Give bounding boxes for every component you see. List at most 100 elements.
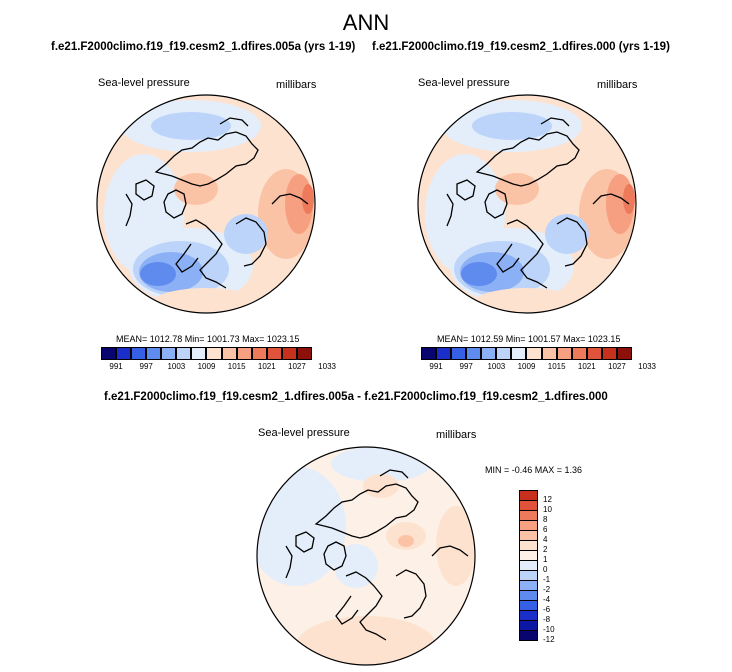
panel1-colorbar: 991 997 1003 1009 1015 1021 1027 1033: [101, 347, 336, 372]
panel3-polar-map: [256, 446, 476, 666]
panel2-colorbar-swatches: [421, 347, 632, 360]
colorbar-tick-label: 1: [543, 555, 548, 564]
panel1-coastlines: [125, 117, 309, 289]
colorbar-swatch: [601, 347, 617, 360]
colorbar-swatch: [496, 347, 512, 360]
panel3-variable-label: Sea-level pressure: [258, 427, 350, 439]
colorbar-tick-label: 997: [139, 362, 153, 371]
panel1-case-name: f.e21.F2000climo.f19_f19.cesm2_1.dfires.…: [51, 41, 356, 53]
colorbar-tick-label: 10: [543, 505, 552, 514]
panel2-colorbar-ticks: 991 997 1003 1009 1015 1021 1027 1033: [421, 360, 656, 372]
panel2-polar-map: [417, 94, 637, 314]
colorbar-tick-label: 1033: [318, 362, 336, 371]
panel2-colorbar: 991 997 1003 1009 1015 1021 1027 1033: [421, 347, 656, 372]
panel2-map-border: [417, 94, 637, 314]
panel1-polar-map: [96, 94, 316, 314]
colorbar-tick-label: 1015: [547, 362, 566, 371]
colorbar-tick-label: 0: [543, 565, 548, 574]
colorbar-swatch: [511, 347, 527, 360]
colorbar-swatch: [520, 541, 537, 551]
colorbar-swatch: [520, 511, 537, 521]
colorbar-swatch: [251, 347, 267, 360]
colorbar-tick-label: 12: [543, 495, 552, 504]
colorbar-tick-label: 1033: [638, 362, 656, 371]
colorbar-swatch: [161, 347, 177, 360]
colorbar-tick-label: -12: [543, 635, 555, 644]
colorbar-swatch: [571, 347, 587, 360]
panel1-colorbar-ticks: 991 997 1003 1009 1015 1021 1027 1033: [101, 360, 336, 372]
colorbar-swatch: [541, 347, 557, 360]
colorbar-swatch: [520, 591, 537, 601]
colorbar-swatch: [296, 347, 312, 360]
panel3-colorbar-swatches: [519, 490, 538, 641]
colorbar-swatch: [236, 347, 252, 360]
colorbar-tick-label: -2: [543, 585, 551, 594]
panel1-map-border: [96, 94, 316, 314]
panel1-colorbar-swatches: [101, 347, 312, 360]
panel2-stats: MEAN= 1012.59 Min= 1001.57 Max= 1023.15: [437, 334, 621, 344]
colorbar-swatch: [616, 347, 632, 360]
panel2-case-name: f.e21.F2000climo.f19_f19.cesm2_1.dfires.…: [372, 41, 670, 53]
colorbar-swatch: [520, 601, 537, 611]
panel2-units-label: millibars: [597, 79, 638, 91]
colorbar-swatch: [520, 501, 537, 511]
colorbar-swatch: [101, 347, 117, 360]
colorbar-swatch: [520, 571, 537, 581]
colorbar-tick-label: 991: [429, 362, 443, 371]
colorbar-tick-label: -4: [543, 595, 551, 604]
colorbar-tick-label: 1003: [487, 362, 506, 371]
colorbar-swatch: [520, 631, 537, 641]
colorbar-swatch: [526, 347, 542, 360]
colorbar-tick-label: 991: [109, 362, 123, 371]
colorbar-swatch: [281, 347, 297, 360]
colorbar-tick-label: 997: [459, 362, 473, 371]
colorbar-swatch: [520, 531, 537, 541]
colorbar-swatch: [586, 347, 602, 360]
panel1-variable-label: Sea-level pressure: [98, 77, 190, 89]
panel3-colorbar-ticks: 12 10 8 6 4 2 1 0 -1 -2 -4 -6 -8 -10 -12: [543, 490, 563, 650]
colorbar-tick-label: 8: [543, 515, 548, 524]
colorbar-tick-label: 1027: [288, 362, 306, 371]
panel3-stats: MIN = -0.46 MAX = 1.36: [485, 465, 583, 475]
colorbar-swatch: [221, 347, 237, 360]
colorbar-swatch: [436, 347, 452, 360]
colorbar-swatch: [466, 347, 482, 360]
colorbar-swatch: [451, 347, 467, 360]
colorbar-tick-label: 1027: [608, 362, 626, 371]
colorbar-swatch: [206, 347, 222, 360]
colorbar-tick-label: -6: [543, 605, 551, 614]
panel1-stats: MEAN= 1012.78 Min= 1001.73 Max= 1023.15: [116, 334, 300, 344]
colorbar-tick-label: -8: [543, 615, 551, 624]
colorbar-swatch: [116, 347, 132, 360]
colorbar-swatch: [191, 347, 207, 360]
colorbar-tick-label: -10: [543, 625, 555, 634]
panel1-units-label: millibars: [276, 79, 317, 91]
colorbar-swatch: [520, 621, 537, 631]
panel2-coastlines: [446, 117, 630, 289]
colorbar-swatch: [131, 347, 147, 360]
colorbar-tick-label: 1015: [227, 362, 246, 371]
colorbar-swatch: [520, 581, 537, 591]
colorbar-swatch: [520, 561, 537, 571]
panel1-high-center: [174, 173, 218, 205]
colorbar-tick-label: -1: [543, 575, 551, 584]
colorbar-tick-label: 1021: [577, 362, 596, 371]
colorbar-tick-label: 4: [543, 535, 548, 544]
figure-title: ANN: [342, 10, 390, 35]
panel3-coastlines: [285, 469, 469, 641]
colorbar-swatch: [520, 551, 537, 561]
colorbar-swatch: [520, 521, 537, 531]
colorbar-swatch: [266, 347, 282, 360]
panel3-case-name: f.e21.F2000climo.f19_f19.cesm2_1.dfires.…: [104, 391, 608, 403]
colorbar-swatch: [556, 347, 572, 360]
panel3-positive-north: [363, 474, 399, 498]
panel2-variable-label: Sea-level pressure: [418, 77, 510, 89]
colorbar-swatch: [176, 347, 192, 360]
colorbar-swatch: [520, 611, 537, 621]
colorbar-swatch: [146, 347, 162, 360]
panel3-colorbar: 12 10 8 6 4 2 1 0 -1 -2 -4 -6 -8 -10 -12: [519, 490, 559, 658]
colorbar-swatch: [481, 347, 497, 360]
panel2-high-center: [495, 173, 539, 205]
panel3-units-label: millibars: [436, 429, 477, 441]
colorbar-swatch: [520, 491, 537, 501]
